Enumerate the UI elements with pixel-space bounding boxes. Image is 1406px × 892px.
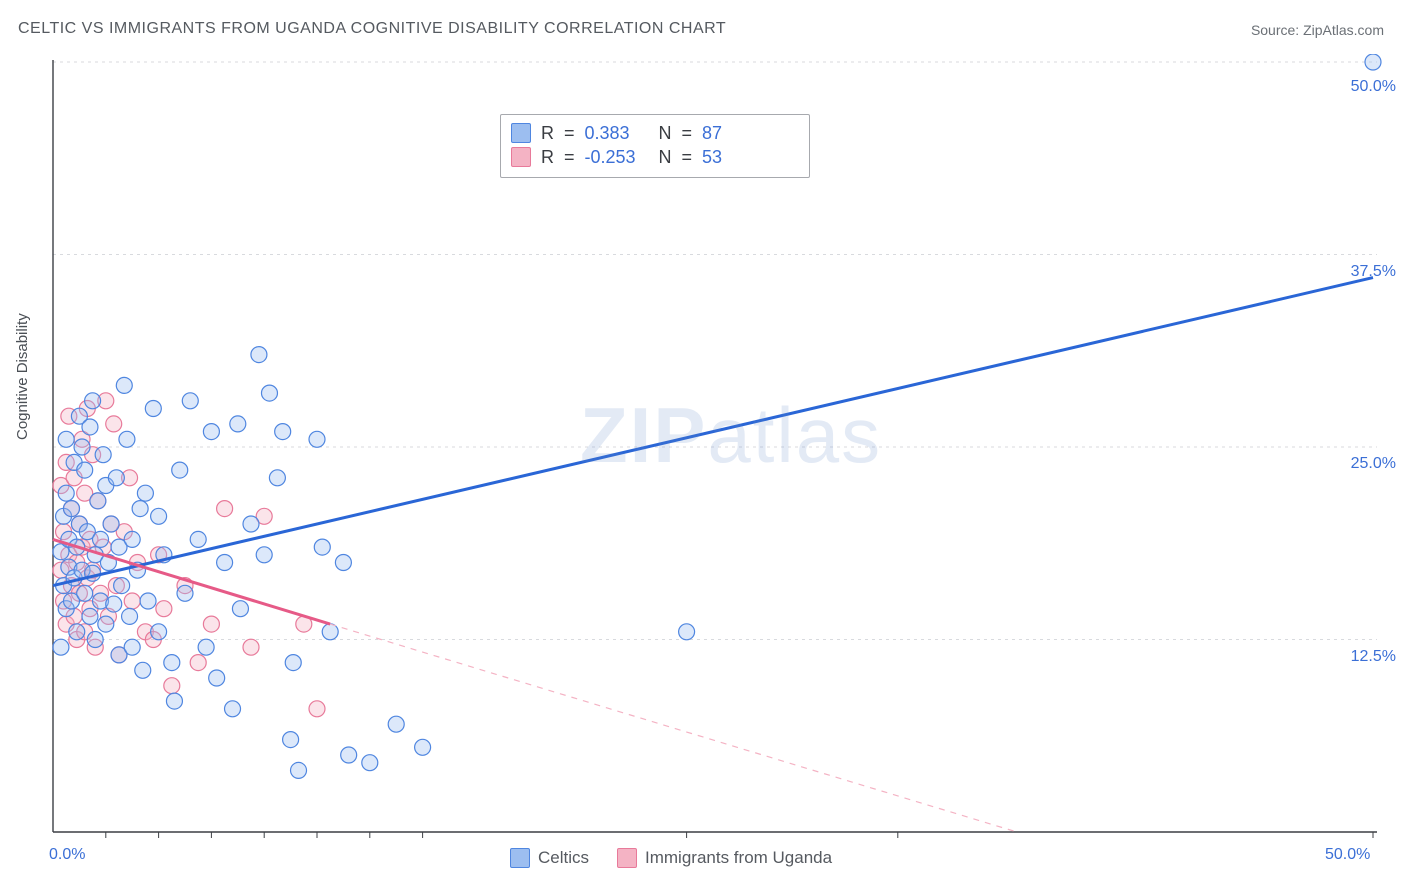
x-tick-right: 50.0%: [1325, 846, 1370, 864]
source-label: Source:: [1251, 22, 1299, 38]
legend-n-label: N: [659, 145, 672, 169]
legend-r-value-a: 0.383: [585, 121, 649, 145]
legend-n-value-a: 87: [702, 121, 722, 145]
y-tick-label: 25.0%: [1351, 455, 1396, 473]
legend-eq: =: [682, 121, 693, 145]
swatch-category-a: [510, 848, 530, 868]
chart-source: Source: ZipAtlas.com: [1251, 22, 1384, 38]
legend-row-series-b: R = -0.253 N = 53: [511, 145, 799, 169]
legend-r-label: R: [541, 145, 554, 169]
category-item-a: Celtics: [510, 848, 589, 868]
category-label-b: Immigrants from Uganda: [645, 848, 832, 868]
y-tick-label: 37.5%: [1351, 263, 1396, 281]
swatch-series-b: [511, 147, 531, 167]
legend-n-value-b: 53: [702, 145, 722, 169]
legend-row-series-a: R = 0.383 N = 87: [511, 121, 799, 145]
legend-n-label: N: [659, 121, 672, 145]
legend-eq: =: [564, 121, 575, 145]
plot-area: R = 0.383 N = 87 R = -0.253 N = 53: [45, 54, 1385, 842]
legend-r-value-b: -0.253: [585, 145, 649, 169]
category-item-b: Immigrants from Uganda: [617, 848, 832, 868]
y-tick-label: 50.0%: [1351, 78, 1396, 96]
legend-eq: =: [564, 145, 575, 169]
x-tick-left: 0.0%: [49, 846, 85, 864]
correlation-legend: R = 0.383 N = 87 R = -0.253 N = 53: [500, 114, 810, 178]
swatch-series-a: [511, 123, 531, 143]
category-label-a: Celtics: [538, 848, 589, 868]
category-legend: Celtics Immigrants from Uganda: [510, 848, 832, 868]
swatch-category-b: [617, 848, 637, 868]
legend-eq: =: [682, 145, 693, 169]
y-axis-label: Cognitive Disability: [14, 313, 31, 440]
chart-title: CELTIC VS IMMIGRANTS FROM UGANDA COGNITI…: [18, 20, 726, 38]
source-value: ZipAtlas.com: [1303, 22, 1384, 38]
legend-r-label: R: [541, 121, 554, 145]
y-tick-label: 12.5%: [1351, 648, 1396, 666]
